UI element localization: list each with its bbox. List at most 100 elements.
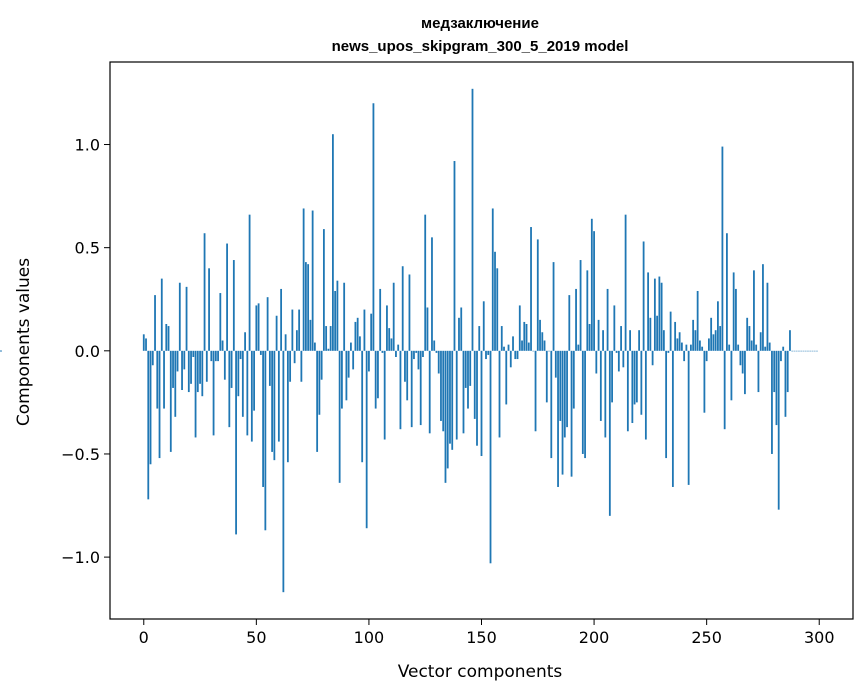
bar: [221, 340, 224, 351]
bar: [322, 229, 325, 351]
bar: [604, 350, 607, 438]
bar: [532, 350, 535, 352]
bar: [802, 350, 805, 352]
y-axis-label: Components values: [14, 258, 34, 426]
bar: [694, 330, 697, 351]
bar: [205, 350, 208, 382]
y-tick-label: 0.0: [75, 342, 100, 361]
bar: [509, 350, 512, 368]
bar: [527, 342, 530, 351]
bar: [768, 342, 771, 351]
bar: [723, 350, 726, 430]
plot-frame: [109, 61, 854, 620]
bar: [633, 350, 636, 405]
bar: [579, 260, 582, 351]
bar: [658, 276, 661, 351]
bar: [241, 350, 244, 417]
bar: [388, 328, 391, 351]
bar: [264, 350, 267, 531]
bar: [640, 350, 643, 415]
bar: [408, 274, 411, 351]
bar: [755, 344, 758, 351]
bar: [656, 315, 659, 351]
bar: [259, 350, 262, 355]
bar: [577, 344, 580, 351]
bar: [368, 350, 370, 372]
bar: [512, 336, 514, 351]
bar: [514, 350, 517, 360]
bar: [689, 344, 692, 351]
bar: [410, 350, 413, 428]
bar: [433, 340, 436, 351]
y-tick-label: −0.5: [61, 445, 100, 464]
chart-title: медзаключение: [421, 15, 539, 32]
bar: [728, 344, 731, 351]
bar: [284, 334, 287, 351]
bar: [599, 350, 602, 421]
bar: [228, 350, 231, 428]
bar: [809, 350, 812, 352]
x-tick-label: 150: [466, 628, 497, 647]
bar: [478, 326, 481, 351]
bar: [341, 350, 343, 409]
bar: [462, 350, 465, 434]
bar: [543, 340, 546, 351]
bar: [534, 350, 537, 432]
x-tick-label: 50: [246, 628, 266, 647]
x-tick-label: 100: [354, 628, 385, 647]
bar: [487, 350, 490, 355]
bar: [154, 295, 156, 351]
bar: [638, 330, 641, 351]
bar: [246, 350, 249, 436]
bar: [356, 317, 359, 351]
bar: [491, 208, 494, 351]
bar: [626, 350, 629, 432]
bar: [437, 350, 440, 374]
bar: [217, 350, 219, 362]
bar: [174, 350, 177, 417]
bar: [295, 330, 298, 351]
bar: [235, 350, 237, 535]
bar: [304, 262, 307, 351]
bar: [687, 350, 690, 485]
bar: [311, 210, 314, 351]
bar: [563, 350, 566, 438]
bar: [208, 268, 210, 351]
x-axis-label: Vector components: [398, 662, 563, 682]
bar: [370, 313, 373, 351]
bar: [804, 350, 807, 352]
bar: [606, 288, 609, 351]
bar: [669, 311, 672, 351]
bar: [147, 350, 150, 500]
bar: [620, 326, 622, 351]
y-tick-label: 0.5: [75, 239, 100, 258]
bar: [584, 350, 586, 459]
bar: [680, 342, 683, 351]
bar: [701, 346, 704, 351]
bar: [442, 350, 445, 432]
bar: [232, 260, 235, 351]
bar: [498, 350, 501, 438]
bar: [422, 350, 424, 357]
bar: [332, 134, 334, 351]
x-axis-ticks: 0 50 100 150 200 250 300: [139, 619, 835, 647]
bar: [624, 214, 627, 351]
bar: [338, 350, 341, 483]
bar: [602, 330, 604, 351]
bar: [354, 321, 357, 351]
bar: [397, 344, 400, 351]
bar: [214, 350, 217, 362]
bar: [248, 214, 251, 351]
bar: [629, 330, 631, 351]
bar: [741, 350, 744, 374]
bar: [780, 350, 782, 362]
bar: [575, 288, 577, 351]
bar: [572, 350, 575, 409]
bar: [568, 295, 571, 351]
bar: [642, 241, 645, 351]
bar: [635, 350, 638, 403]
bar: [363, 309, 366, 351]
bar: [383, 350, 386, 440]
bar: [178, 282, 181, 351]
bar: [730, 350, 733, 401]
